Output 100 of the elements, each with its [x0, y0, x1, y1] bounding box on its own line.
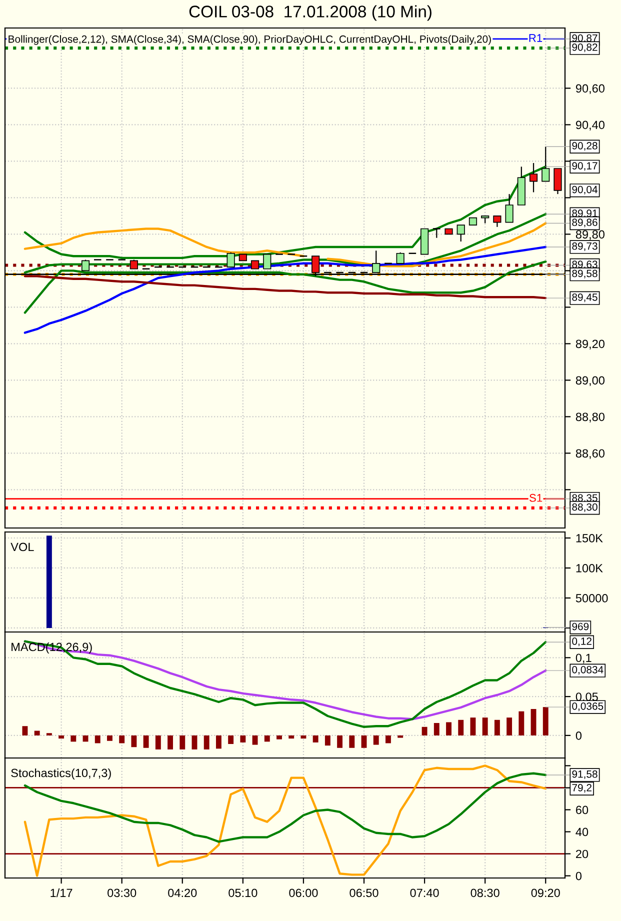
x-tick-label: 07:40 [410, 888, 439, 898]
bar [373, 735, 379, 745]
y-tick-label: 20 [576, 850, 588, 858]
y-tick-label: 90,60 [576, 84, 604, 94]
bar [470, 718, 476, 736]
bar [276, 735, 282, 740]
candlestick [396, 252, 404, 264]
line-series [24, 166, 547, 260]
bar [337, 735, 343, 748]
y-tick-label: 89,80 [576, 230, 604, 240]
bar [58, 735, 64, 739]
bar [94, 735, 100, 744]
bar [22, 726, 28, 736]
annotation: 89,73 [572, 242, 598, 252]
bar [34, 730, 40, 736]
annotation: 88,35 [572, 494, 598, 503]
candlestick [226, 252, 235, 268]
bar [180, 735, 186, 750]
bar [482, 718, 488, 736]
candlestick [493, 215, 502, 228]
x-tick-label: 1/17 [50, 888, 72, 898]
bar [422, 726, 428, 736]
ref-line-label: R1 [529, 34, 542, 42]
bar [192, 735, 198, 750]
text: Stochastics(10,7,3) [11, 768, 111, 780]
bar [446, 722, 452, 736]
bar [119, 735, 125, 744]
bar [361, 735, 367, 748]
bar [542, 707, 548, 736]
x-tick-label: 06:00 [289, 888, 318, 898]
annotation: 79,2 [572, 784, 592, 793]
y-tick-label: 89,20 [576, 340, 604, 350]
y-tick-label: 60 [576, 806, 588, 814]
line-series [24, 246, 547, 334]
y-tick-label: 0 [576, 872, 582, 880]
bar [518, 711, 524, 736]
bar [155, 735, 161, 750]
annotation: 0,12 [572, 638, 592, 646]
annotation: 90,17 [572, 162, 598, 171]
annotation: 90,87 [572, 34, 598, 43]
candlestick [505, 194, 514, 223]
bar [458, 720, 464, 736]
y-tick-label: 40 [576, 828, 588, 836]
candlestick [529, 162, 538, 193]
line-series [24, 213, 547, 274]
bar [131, 735, 137, 748]
bar [349, 735, 355, 748]
annotation: 0,0365 [572, 702, 604, 712]
bar [240, 735, 246, 742]
annotation: 0,0834 [572, 666, 604, 675]
bar [288, 735, 294, 739]
y-tick-label: 50000 [576, 594, 608, 602]
bar [300, 735, 306, 739]
x-tick-label: 04:20 [168, 888, 197, 898]
candlestick [542, 146, 550, 182]
bar [385, 735, 391, 744]
x-tick-label: 06:50 [350, 888, 378, 898]
annotation: 969 [572, 622, 589, 630]
y-tick-label: 100K [576, 564, 603, 572]
candlestick [432, 228, 441, 238]
chart-title: COIL 03-08 17.01.2008 (10 Min) [189, 5, 432, 21]
bar [530, 709, 536, 736]
bar [398, 735, 404, 738]
y-tick-label: 89,00 [576, 376, 604, 386]
y-tick-label: 0,1 [576, 654, 592, 664]
x-tick-label: 05:10 [228, 888, 258, 898]
text: 90,04 [572, 186, 598, 194]
bar [264, 735, 270, 742]
line-series [24, 260, 547, 314]
bar [324, 735, 330, 746]
x-tick-label: 09:20 [531, 888, 560, 898]
bar [494, 720, 500, 736]
annotation: 88,30 [572, 503, 598, 512]
bar [204, 735, 210, 750]
annotation: 89,45 [572, 293, 598, 302]
bar [168, 735, 173, 750]
y-tick-label: 150K [576, 534, 603, 542]
y-tick-label: 0 [576, 731, 582, 740]
candlestick [554, 168, 562, 195]
bar [312, 735, 318, 742]
y-tick-label: 88,80 [576, 412, 604, 422]
candlestick [456, 224, 465, 242]
bar [228, 735, 234, 744]
bar [143, 735, 149, 748]
text: VOL [10, 542, 34, 552]
candlestick [263, 254, 272, 270]
x-tick-label: 08:30 [470, 888, 500, 898]
y-tick-label: 88,60 [576, 449, 604, 459]
annotation: 91,58 [572, 770, 598, 780]
bar [107, 735, 112, 741]
x-tick-label: 03:30 [108, 888, 136, 898]
ref-line-label: S1 [530, 494, 542, 502]
annotation: 89,86 [572, 218, 598, 228]
line-series [24, 275, 547, 300]
y-tick-label: 90,40 [576, 120, 604, 131]
bar [506, 718, 512, 736]
bar [216, 735, 222, 749]
bar [252, 735, 258, 745]
annotation: 89,58 [572, 270, 598, 278]
annotation: 90,28 [572, 142, 598, 151]
